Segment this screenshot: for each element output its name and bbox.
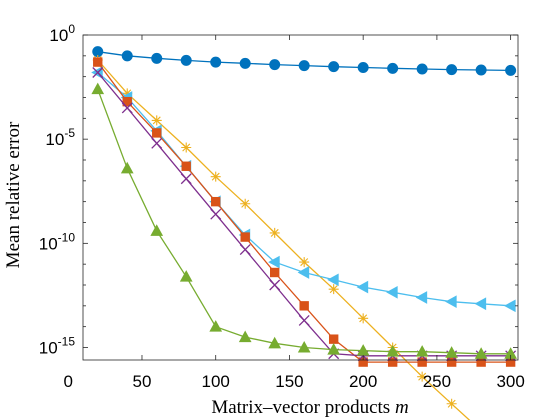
data-point [151,115,162,126]
x-tick-label: 100 [202,372,230,391]
data-point [150,224,164,236]
data-point [91,82,105,95]
data-point [122,96,132,107]
data-point [179,270,193,282]
y-tick-label: 100 [49,22,75,45]
data-point [445,295,457,309]
data-point [239,244,251,256]
x-tick-label: 300 [496,372,524,391]
data-point [446,357,457,367]
data-point [328,284,339,295]
data-point [298,60,310,72]
data-point [445,346,458,358]
data-point [269,59,281,71]
y-tick-label: 10-10 [39,230,76,253]
data-point [240,232,250,242]
data-point [415,345,429,357]
data-point [268,336,282,349]
x-tick-label: 250 [423,372,451,391]
data-point [386,285,398,299]
data-point [446,398,457,409]
data-point [122,88,133,99]
data-point [505,64,517,76]
data-point [328,334,339,344]
data-point [239,57,251,69]
data-point [269,227,280,238]
data-point [210,208,222,220]
data-point [92,67,104,78]
data-point [417,357,427,367]
series-5 [92,67,517,362]
data-point [151,137,163,149]
data-point [93,57,103,67]
data-point [328,61,340,73]
data-point [299,257,310,268]
data-point [504,299,516,313]
data-point [446,64,458,76]
x-tick-label: 0 [64,372,73,391]
series-1 [92,46,517,76]
series-3 [91,66,516,313]
data-point [357,62,369,73]
data-point [387,62,399,74]
data-point [474,347,488,359]
axes: 0 50 100 150 200 250 300 100 10-5 10-10 10-15 [39,22,525,391]
y-tick-label: 10-15 [39,335,76,358]
data-point [358,313,369,324]
series-layer [91,46,517,420]
y-tick-label: 10-5 [45,126,75,149]
data-point [180,173,192,185]
data-point [238,330,252,343]
data-point [387,357,398,367]
series-6 [91,82,517,359]
x-tick-label: 50 [133,372,152,391]
data-point [475,64,487,76]
series-line [97,72,511,357]
data-point [151,52,163,64]
data-point [120,161,134,174]
series-line [97,61,511,363]
data-point [297,266,310,279]
data-point [327,343,341,355]
data-point [240,198,251,209]
data-point [299,301,309,311]
data-point [386,345,400,357]
data-point [356,280,369,294]
data-point [211,196,221,207]
data-point [268,255,280,269]
y-axis-title: Mean relative error [3,121,24,268]
data-point [269,267,280,278]
data-point [181,161,191,171]
data-point [180,54,192,66]
data-point [181,142,192,153]
data-point [474,297,487,311]
data-point [417,371,428,382]
data-point [152,128,162,138]
data-point [415,291,428,304]
data-point [298,314,310,326]
plot-frame [82,34,519,361]
data-point [121,102,133,114]
series-4 [93,57,516,367]
data-point [297,340,311,353]
x-tick-label: 200 [349,372,377,391]
data-point [269,279,281,291]
x-tick-label: 150 [275,372,303,391]
data-point [210,171,221,182]
x-axis-title: Matrix–vector products m [211,397,408,418]
data-point [209,320,223,332]
data-point [121,50,133,62]
data-point [416,63,428,75]
data-point [327,273,339,287]
data-point [210,56,222,68]
